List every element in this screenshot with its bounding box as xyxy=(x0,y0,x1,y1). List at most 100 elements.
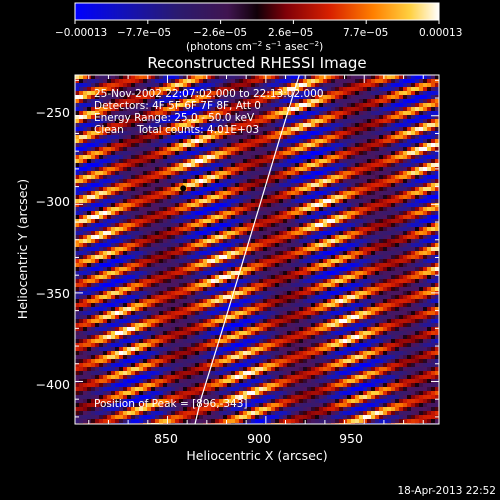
heatmap-cell xyxy=(95,283,100,288)
heatmap-cell xyxy=(383,135,388,140)
heatmap-cell xyxy=(355,267,360,272)
heatmap-cell xyxy=(251,123,256,128)
heatmap-cell xyxy=(187,195,192,200)
heatmap-cell xyxy=(83,75,88,80)
heatmap-cell xyxy=(203,239,208,244)
heatmap-cell xyxy=(259,227,264,232)
heatmap-cell xyxy=(115,143,120,148)
heatmap-cell xyxy=(355,131,360,136)
heatmap-cell xyxy=(307,255,312,260)
heatmap-cell xyxy=(407,111,412,116)
heatmap-cell xyxy=(303,159,308,164)
heatmap-cell xyxy=(311,123,316,128)
heatmap-cell xyxy=(159,139,164,144)
heatmap-cell xyxy=(331,275,336,280)
heatmap-cell xyxy=(319,215,324,220)
heatmap-cell xyxy=(191,239,196,244)
heatmap-cell xyxy=(147,235,152,240)
heatmap-cell xyxy=(387,131,392,136)
heatmap-cell xyxy=(271,247,276,252)
heatmap-cell xyxy=(291,227,296,232)
heatmap-cell xyxy=(299,291,304,296)
heatmap-cell xyxy=(171,103,176,108)
heatmap-cell xyxy=(143,271,148,276)
heatmap-cell xyxy=(143,283,148,288)
heatmap-cell xyxy=(391,223,396,228)
heatmap-cell xyxy=(323,147,328,152)
heatmap-cell xyxy=(119,219,124,224)
heatmap-cell xyxy=(95,275,100,280)
heatmap-cell xyxy=(411,267,416,272)
heatmap-cell xyxy=(295,151,300,156)
heatmap-cell xyxy=(267,99,272,104)
heatmap-cell xyxy=(215,183,220,188)
heatmap-cell xyxy=(211,127,216,132)
heatmap-cell xyxy=(75,103,80,108)
heatmap-cell xyxy=(203,99,208,104)
heatmap-cell xyxy=(191,187,196,192)
heatmap-cell xyxy=(135,179,140,184)
heatmap-cell xyxy=(355,75,360,80)
heatmap-cell xyxy=(91,151,96,156)
heatmap-cell xyxy=(379,115,384,120)
heatmap-cell xyxy=(295,275,300,280)
heatmap-cell xyxy=(351,211,356,216)
heatmap-cell xyxy=(91,107,96,112)
heatmap-cell xyxy=(395,235,400,240)
heatmap-cell xyxy=(75,175,80,180)
heatmap-cell xyxy=(291,171,296,176)
heatmap-cell xyxy=(127,215,132,220)
heatmap-cell xyxy=(375,135,380,140)
heatmap-cell xyxy=(299,135,304,140)
heatmap-cell xyxy=(115,231,120,236)
heatmap-cell xyxy=(303,95,308,100)
heatmap-cell xyxy=(323,127,328,132)
heatmap-cell xyxy=(299,75,304,80)
heatmap-cell xyxy=(95,191,100,196)
colorbar xyxy=(74,2,440,21)
heatmap-cell xyxy=(423,115,428,120)
heatmap-cell xyxy=(315,243,320,248)
heatmap-cell xyxy=(151,107,156,112)
heatmap-cell xyxy=(399,211,404,216)
heatmap-cell xyxy=(235,275,240,280)
heatmap-cell xyxy=(239,231,244,236)
heatmap-cell xyxy=(199,263,204,268)
heatmap-cell xyxy=(135,191,140,196)
heatmap-cell xyxy=(263,251,268,256)
heatmap-cell xyxy=(211,251,216,256)
heatmap-cell xyxy=(127,207,132,212)
heatmap-cell xyxy=(263,191,268,196)
heatmap-cell xyxy=(387,127,392,132)
heatmap-cell xyxy=(127,219,132,224)
heatmap-cell xyxy=(279,159,284,164)
heatmap-cell xyxy=(431,279,436,284)
heatmap-cell xyxy=(367,271,372,276)
heatmap-cell xyxy=(235,239,240,244)
heatmap-cell xyxy=(135,107,140,112)
heatmap-cell xyxy=(131,171,136,176)
heatmap-cell xyxy=(335,159,340,164)
heatmap-cell xyxy=(259,263,264,268)
heatmap-cell xyxy=(435,203,439,208)
heatmap-cell xyxy=(279,99,284,104)
heatmap-cell xyxy=(167,287,172,292)
heatmap-cell xyxy=(91,207,96,212)
heatmap-cell xyxy=(407,195,412,200)
heatmap-cell xyxy=(395,283,400,288)
heatmap-cell xyxy=(271,91,276,96)
heatmap-cell xyxy=(315,195,320,200)
heatmap-cell xyxy=(399,283,404,288)
heatmap-cell xyxy=(359,179,364,184)
heatmap-cell xyxy=(263,263,268,268)
heatmap-cell xyxy=(267,211,272,216)
heatmap-cell xyxy=(219,127,224,132)
heatmap-cell xyxy=(207,131,212,136)
heatmap-cell xyxy=(235,179,240,184)
heatmap-cell xyxy=(279,127,284,132)
heatmap-cell xyxy=(267,195,272,200)
heatmap-cell xyxy=(75,251,80,256)
heatmap-cell xyxy=(231,175,236,180)
heatmap-cell xyxy=(279,191,284,196)
heatmap-cell xyxy=(327,95,332,100)
